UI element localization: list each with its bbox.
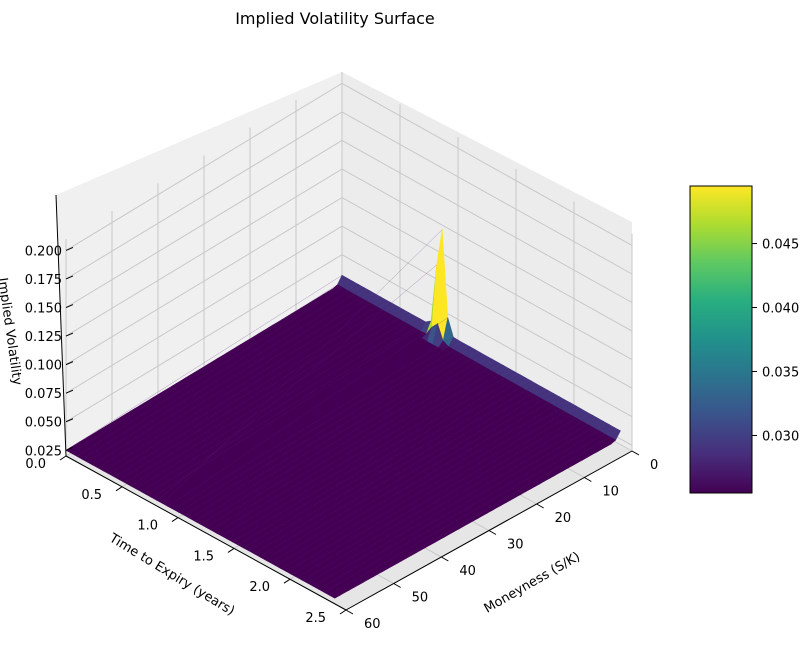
colorbar-tick-label: 0.030 xyxy=(762,429,799,444)
y-tick-mark xyxy=(488,530,497,535)
x-tick-label: 2.0 xyxy=(249,580,270,595)
colorbar-tick-label: 0.040 xyxy=(762,302,799,317)
colorbar-ticks: 0.030 0.035 0.040 0.045 xyxy=(752,238,799,444)
y-tick-mark xyxy=(584,477,592,482)
grid-line-z xyxy=(65,111,633,280)
y-tick-label: 20 xyxy=(555,511,572,526)
y-tick-mark xyxy=(345,609,354,615)
grid-line-z xyxy=(65,139,633,308)
x-tick-label: 0.5 xyxy=(81,488,102,503)
y-tick-label: 0 xyxy=(650,458,658,473)
y-tick-label: 50 xyxy=(412,591,429,606)
y-axis-label: Moneyness (S/K) xyxy=(482,549,583,616)
colorbar-gradient xyxy=(689,185,753,494)
y-tick-mark xyxy=(441,556,449,562)
x-tick-mark xyxy=(227,547,235,553)
surface-plot xyxy=(65,229,621,599)
y-tick-mark xyxy=(631,450,640,456)
z-tick-label: 0.025 xyxy=(25,444,62,459)
z-tick-label: 0.125 xyxy=(25,330,62,345)
y-tick-label: 40 xyxy=(459,564,476,579)
z-tick-label: 0.075 xyxy=(25,387,62,402)
z-axis-label: Implied Volatility xyxy=(0,277,24,387)
grid-line-z xyxy=(65,197,633,366)
colorbar: 0.030 0.035 0.040 0.045 xyxy=(689,185,799,494)
grid-line-z xyxy=(65,254,633,423)
chart-title: Implied Volatility Surface xyxy=(235,9,435,28)
grid-line-z xyxy=(65,225,633,394)
z-tick-label: 0.150 xyxy=(25,302,62,317)
z-tick-label: 0.200 xyxy=(25,244,62,259)
x-tick-label: 1.5 xyxy=(193,549,214,564)
grid-line-z xyxy=(65,168,633,337)
grid-line-z xyxy=(65,82,633,251)
colorbar-tick-label: 0.035 xyxy=(762,365,799,380)
y-tick-label: 60 xyxy=(364,617,381,632)
y-tick-label: 10 xyxy=(602,485,619,500)
y-tick-mark xyxy=(393,583,401,588)
left-pane xyxy=(56,72,342,456)
x-tick-mark xyxy=(339,609,347,615)
right-pane xyxy=(342,72,632,451)
z-tick-label: 0.175 xyxy=(25,273,62,288)
x-tick-mark xyxy=(115,486,123,492)
z-tick-label: 0.100 xyxy=(25,359,62,374)
colorbar-tick-label: 0.045 xyxy=(762,238,799,253)
x-tick-label: 1.0 xyxy=(137,519,158,534)
y-tick-label: 30 xyxy=(507,538,524,553)
z-tick-label: 0.050 xyxy=(25,416,62,431)
y-tick-mark xyxy=(536,503,544,509)
x-tick-mark xyxy=(283,578,291,584)
x-tick-mark xyxy=(171,517,179,523)
x-axis-label: Time to Expiry (years) xyxy=(106,530,237,619)
x-tick-label: 2.5 xyxy=(305,611,326,626)
